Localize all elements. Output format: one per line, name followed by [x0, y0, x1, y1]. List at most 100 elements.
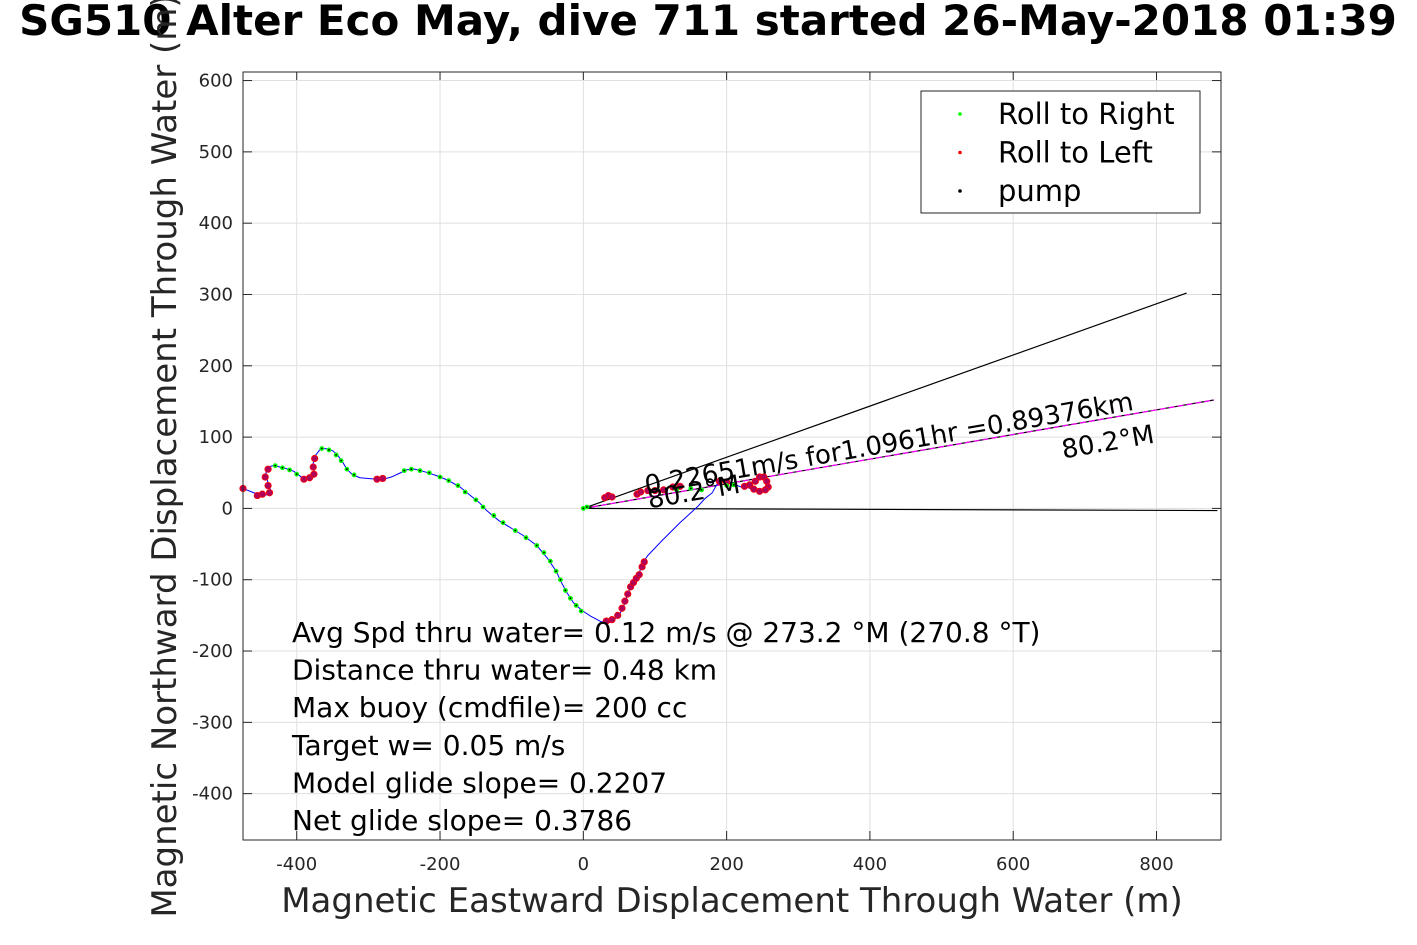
pump-point	[555, 570, 558, 573]
y-tick-label: 600	[199, 71, 233, 92]
pump-point	[335, 454, 338, 456]
bearing-line	[583, 507, 1218, 512]
roll-left-point	[635, 571, 643, 579]
pump-point	[410, 468, 413, 471]
stat-line: Model glide slope= 0.2207	[292, 766, 667, 799]
pump-point	[474, 498, 477, 501]
x-tick-label: 200	[709, 854, 743, 875]
pump-point	[559, 578, 562, 581]
roll-left-point	[608, 616, 616, 624]
roll-left-point	[751, 477, 759, 485]
pump-point	[447, 479, 450, 482]
y-tick-label: 100	[199, 427, 233, 448]
stat-line: Avg Spd thru water= 0.12 m/s @ 273.2 °M …	[292, 616, 1040, 649]
roll-left-point	[261, 473, 269, 481]
roll-left-point	[379, 474, 387, 483]
page-title: SG510 Alter Eco May, dive 711 started 26…	[19, 0, 1397, 45]
legend-box	[920, 90, 1201, 214]
net-track-line	[583, 399, 1214, 510]
pump-point	[288, 469, 291, 471]
roll-left-point	[651, 486, 659, 495]
x-tick-label: 0	[578, 854, 589, 875]
x-axis-label: Magnetic Eastward Displacement Through W…	[281, 881, 1183, 921]
x-tick-label: 600	[996, 854, 1030, 875]
pump-point	[353, 473, 355, 476]
data-layer	[239, 292, 1218, 625]
legend: Roll to Right Roll to Left pump	[920, 90, 1201, 214]
roll-left-point	[310, 470, 318, 478]
roll-left-point	[309, 463, 317, 471]
roll-left-point	[618, 604, 626, 612]
roll-left-point	[659, 486, 668, 494]
pump-point	[281, 466, 284, 469]
x-tick-label: 400	[853, 854, 887, 875]
y-tick-label: -100	[192, 570, 233, 591]
pump-point	[732, 483, 735, 486]
x-tick-label: -200	[420, 854, 461, 875]
pump-point	[320, 447, 323, 450]
y-axis-label: Magnetic Northward Displacement Through …	[145, 0, 185, 918]
roll-left-point	[621, 597, 629, 605]
roll-left-point	[264, 481, 272, 490]
y-tick-label: 500	[199, 142, 233, 163]
roll-left-point	[715, 477, 724, 485]
roll-left-point	[614, 611, 622, 619]
roll-left-point	[311, 454, 319, 463]
pump-point	[492, 514, 495, 517]
pump-point	[439, 476, 441, 478]
pump-point	[514, 529, 517, 532]
x-tick-label: -400	[276, 854, 317, 875]
tick-labels: -400 -200 0 200 400 600 800 600 500 400 300 200 100 0…	[192, 71, 1174, 875]
pump-point	[675, 488, 678, 491]
pump-point	[403, 469, 406, 472]
stat-line: Net glide slope= 0.3786	[292, 804, 632, 837]
legend-marker	[958, 150, 962, 155]
roll-left-point	[644, 486, 652, 495]
pump-point	[525, 536, 527, 539]
y-tick-label: -400	[192, 784, 233, 805]
x-tick-label: 800	[1139, 854, 1173, 875]
pump-point	[549, 560, 552, 563]
roll-left-point	[265, 489, 274, 497]
roll-left-point	[258, 490, 266, 498]
legend-label: Roll to Right	[998, 97, 1175, 131]
pump-point	[457, 484, 459, 487]
pump-point	[586, 506, 588, 508]
pump-point	[428, 471, 431, 474]
pump-point	[543, 551, 545, 554]
y-tick-label: 200	[199, 356, 233, 377]
legend-label: Roll to Left	[998, 136, 1153, 170]
y-tick-label: -300	[192, 712, 233, 733]
pump-point	[582, 507, 585, 510]
roll-left-point	[624, 590, 632, 598]
pump-point	[564, 589, 567, 592]
pump-point	[340, 459, 343, 462]
legend-label: pump	[998, 174, 1081, 208]
pump-point	[502, 521, 504, 524]
plot-frame	[242, 71, 1222, 841]
stat-line: Max buoy (cmdfile)= 200 cc	[292, 691, 687, 724]
stats-block: Avg Spd thru water= 0.12 m/s @ 273.2 °M …	[291, 616, 1040, 837]
y-tick-label: -200	[192, 641, 233, 662]
roll-left-point	[640, 558, 648, 566]
pump-point	[464, 491, 467, 493]
legend-marker	[958, 189, 962, 193]
pump-point	[419, 469, 421, 472]
bearing-line	[583, 292, 1187, 509]
stat-line: Distance thru water= 0.48 km	[292, 654, 717, 687]
roll-left-point	[750, 485, 758, 493]
pump-point	[482, 506, 484, 508]
y-tick-label: 300	[199, 284, 233, 305]
pump-point	[535, 544, 538, 547]
roll-left-point	[676, 482, 684, 490]
pump-point	[725, 484, 728, 487]
roll-left-point	[608, 493, 616, 501]
pump-point	[274, 464, 277, 467]
legend-marker	[958, 112, 962, 116]
y-tick-label: 400	[199, 213, 233, 234]
stat-line: Target w= 0.05 m/s	[291, 729, 565, 762]
grid	[243, 72, 1221, 840]
pump-point	[345, 468, 348, 471]
pump-point	[328, 449, 330, 451]
